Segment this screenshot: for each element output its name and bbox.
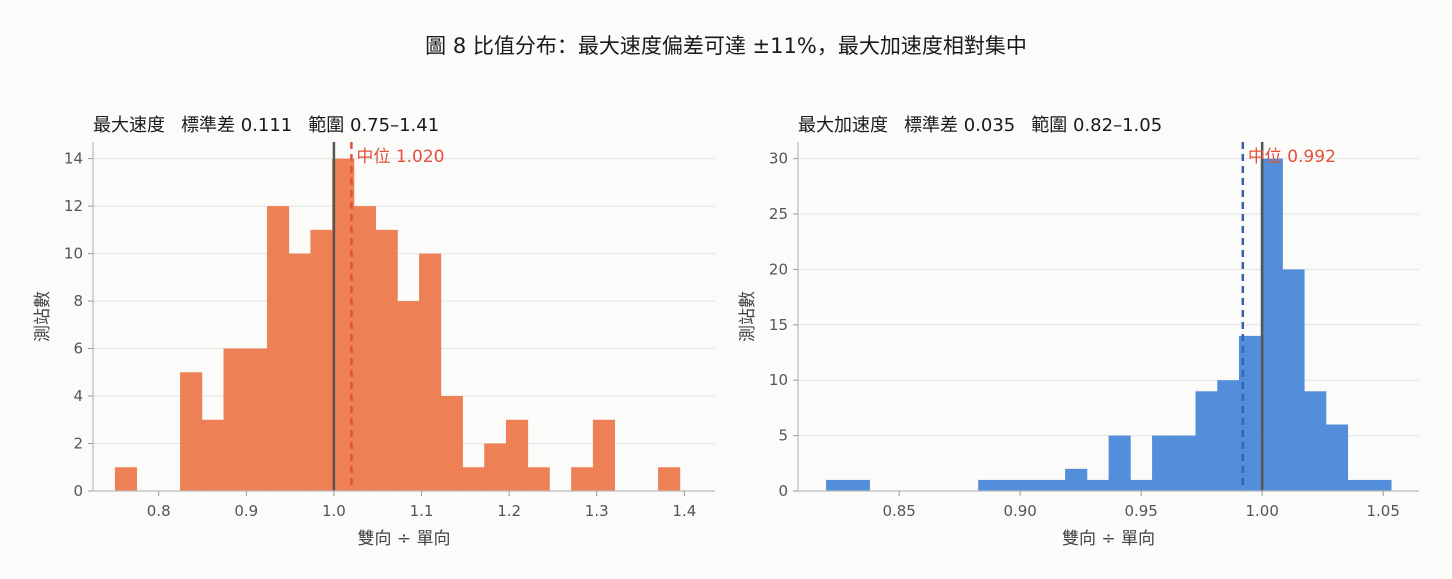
histogram-bar: [1086, 479, 1109, 491]
histogram-bar: [1130, 479, 1153, 491]
histogram-bar: [419, 253, 442, 491]
histogram-bar: [266, 206, 290, 491]
histogram-bar: [571, 467, 594, 491]
histogram-bar: [1108, 435, 1131, 491]
y-tick-label: 0: [73, 482, 83, 500]
x-tick-label: 0.85: [882, 502, 915, 520]
histogram-bar: [310, 229, 333, 491]
histogram-bar: [1021, 479, 1044, 491]
histogram-bar: [353, 206, 377, 491]
figure-title: 圖 8 比值分布：最大速度偏差可達 ±11%，最大加速度相對集中: [425, 34, 1027, 58]
y-tick-label: 15: [769, 316, 788, 334]
histogram-bar: [1304, 391, 1327, 491]
histogram-bar: [1152, 435, 1175, 491]
histogram-bar: [245, 348, 268, 491]
y-tick-label: 20: [769, 260, 788, 278]
x-tick-label: 1.05: [1366, 502, 1399, 520]
y-tick-label: 14: [64, 150, 83, 168]
histogram-bar: [1282, 269, 1305, 491]
y-tick-label: 4: [73, 387, 83, 405]
panel-title-part: 標準差 0.035: [904, 115, 1015, 136]
x-tick-label: 0.90: [1003, 502, 1036, 520]
histogram-bar: [847, 479, 870, 491]
histogram-bar: [201, 419, 224, 491]
histogram-bar: [223, 348, 246, 491]
chart-max-velocity: 最大速度 標準差 0.111 範圍 0.75–1.41 中位 1.020 0 2 4 6 8 10…: [33, 115, 715, 549]
histogram-bar: [505, 419, 529, 491]
histogram-bar: [1238, 335, 1262, 491]
panel-title: 最大速度 標準差 0.111 範圍 0.75–1.41: [93, 115, 439, 136]
y-tick-label: 6: [73, 340, 83, 358]
histogram-bar: [1260, 158, 1283, 491]
histogram-bar: [332, 158, 355, 491]
panel-title-part: 最大速度: [93, 115, 165, 136]
x-tick-label: 1.2: [497, 502, 521, 520]
histogram-bar: [1195, 391, 1218, 491]
y-axis-label: 測站數: [33, 291, 53, 342]
histogram-bar: [999, 479, 1023, 491]
y-tick-label: 8: [73, 292, 83, 310]
panel-title-part: 範圍 0.75–1.41: [308, 115, 439, 136]
chart-max-acceleration: 最大加速度 標準差 0.035 範圍 0.82–1.05 中位 0.992 0 5 10 15…: [738, 115, 1419, 549]
median-label: 中位 1.020: [356, 147, 444, 167]
x-axis-label: 雙向 ÷ 單向: [357, 529, 450, 549]
x-tick-label: 1.3: [585, 502, 609, 520]
histogram-bar: [440, 396, 463, 491]
histogram-bar: [1325, 424, 1349, 491]
histogram-bar: [1043, 479, 1066, 491]
y-axis-label: 測站數: [738, 291, 758, 342]
histogram-bar: [375, 229, 398, 491]
histogram-bar: [484, 443, 507, 491]
histogram-bar: [826, 479, 849, 491]
histogram-bar: [288, 253, 311, 491]
x-tick-label: 0.8: [147, 502, 171, 520]
histogram-bar: [397, 301, 420, 491]
x-tick-label: 0.95: [1124, 502, 1157, 520]
y-tick-label: 5: [778, 427, 788, 445]
histogram-bar: [978, 479, 1001, 491]
x-tick-label: 1.4: [672, 502, 696, 520]
x-tick-label: 1.1: [410, 502, 434, 520]
histogram-bar: [1173, 435, 1196, 491]
y-tick-label: 0: [778, 482, 788, 500]
x-tick-label: 1.00: [1245, 502, 1278, 520]
y-tick-label: 10: [769, 371, 788, 389]
histogram-bar: [592, 419, 616, 491]
histogram-bar: [1369, 479, 1392, 491]
histogram-bar: [527, 467, 550, 491]
panel-title-part: 標準差 0.111: [181, 115, 292, 136]
y-tick-label: 12: [64, 197, 83, 215]
x-tick-label: 0.9: [234, 502, 258, 520]
x-tick-label: 1.0: [322, 502, 346, 520]
histogram-bar: [1217, 380, 1240, 491]
y-tick-label: 2: [73, 435, 83, 453]
y-tick-label: 10: [64, 245, 83, 263]
histogram-bar: [1065, 468, 1088, 491]
x-axis-label: 雙向 ÷ 單向: [1062, 529, 1155, 549]
y-tick-label: 30: [769, 150, 788, 168]
y-tick-label: 25: [769, 205, 788, 223]
histogram-bar: [462, 467, 485, 491]
histogram-bar: [658, 467, 681, 491]
histogram-bar: [180, 372, 203, 491]
histogram-bar: [114, 467, 138, 491]
median-label: 中位 0.992: [1248, 147, 1336, 167]
panel-title: 最大加速度 標準差 0.035 範圍 0.82–1.05: [798, 115, 1162, 136]
histogram-bar: [1347, 479, 1370, 491]
panel-title-part: 範圍 0.82–1.05: [1031, 115, 1162, 136]
panel-title-part: 最大加速度: [798, 115, 888, 136]
